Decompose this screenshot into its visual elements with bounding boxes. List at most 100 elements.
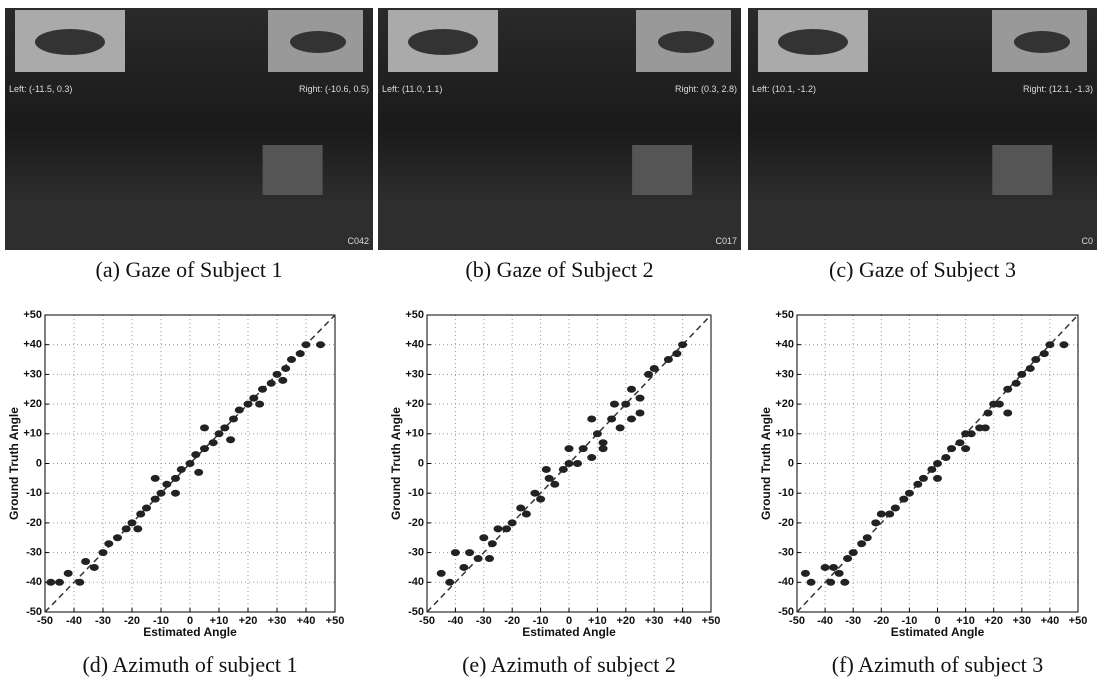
x-tick-label: +20 <box>239 615 258 627</box>
point <box>626 385 636 393</box>
point <box>75 578 85 586</box>
point <box>592 430 602 438</box>
point <box>536 495 546 503</box>
point <box>507 519 517 527</box>
overlay-text: Right: (-10.6, 0.5) <box>299 84 369 94</box>
y-tick-label: -50 <box>778 606 794 618</box>
point <box>530 489 540 497</box>
point <box>194 468 204 476</box>
point <box>829 563 839 571</box>
y-tick-label: -50 <box>26 606 42 618</box>
point <box>678 341 688 349</box>
point <box>127 519 137 527</box>
point <box>649 364 659 372</box>
point <box>136 510 146 518</box>
point <box>459 563 469 571</box>
point <box>171 474 180 482</box>
point <box>933 460 942 467</box>
point <box>287 356 296 364</box>
y-tick-label: -30 <box>408 547 424 559</box>
caption: (d) Azimuth of subject 1 <box>82 652 297 677</box>
y-axis-label: Ground Truth Angle <box>7 407 21 520</box>
x-tick-label: +20 <box>984 615 1003 627</box>
point <box>550 480 560 488</box>
point <box>573 460 583 467</box>
y-tick-label: 0 <box>418 457 424 469</box>
y-tick-label: -20 <box>26 517 42 529</box>
x-tick-label: -10 <box>901 615 917 627</box>
x-tick-label: -30 <box>476 615 492 627</box>
desk <box>748 200 1097 250</box>
y-tick-label: -30 <box>26 547 42 559</box>
point <box>609 400 619 408</box>
plot-frame <box>426 314 712 613</box>
x-tick-label: +50 <box>702 615 721 627</box>
x-tick-label: +10 <box>588 615 607 627</box>
y-axis-label: Ground Truth Angle <box>759 407 773 520</box>
point <box>176 465 186 473</box>
monitor <box>262 145 323 195</box>
point <box>980 424 990 432</box>
point <box>295 350 305 358</box>
point <box>156 489 166 497</box>
point <box>220 424 230 432</box>
point <box>142 504 151 512</box>
y-tick-label: +20 <box>775 398 794 410</box>
point <box>947 445 957 453</box>
y-tick-label: -50 <box>408 606 424 618</box>
point <box>255 400 265 408</box>
caption: (f) Azimuth of subject 3 <box>832 652 1043 677</box>
y-tick-label: -10 <box>26 487 42 499</box>
point <box>200 424 209 432</box>
y-tick-label: +50 <box>775 309 794 321</box>
y-tick-label: +30 <box>405 368 424 380</box>
point <box>1059 341 1069 349</box>
point <box>316 341 325 349</box>
y-tick-label: +10 <box>23 428 42 440</box>
point <box>848 549 858 557</box>
x-tick-label: +50 <box>1069 615 1088 627</box>
point <box>933 474 942 482</box>
caption: (c) Gaze of Subject 3 <box>829 257 1016 282</box>
point <box>1011 379 1021 387</box>
point <box>150 495 160 503</box>
y-tick-label: -20 <box>408 517 424 529</box>
point <box>941 454 951 462</box>
y-tick-label: +40 <box>405 339 424 351</box>
x-tick-label: -40 <box>817 615 833 627</box>
point <box>200 445 209 453</box>
y-tick-label: -40 <box>26 576 42 588</box>
frame-id: C0 <box>1081 236 1093 246</box>
y-tick-label: +20 <box>405 398 424 410</box>
point <box>171 489 180 497</box>
caption: (b) Gaze of Subject 2 <box>465 257 653 282</box>
point <box>1003 409 1013 417</box>
point <box>191 451 201 459</box>
point <box>121 525 131 533</box>
point <box>278 376 288 384</box>
point <box>493 525 503 533</box>
x-tick-label: +40 <box>1041 615 1060 627</box>
point <box>558 465 568 473</box>
point <box>234 406 244 414</box>
point <box>214 430 224 438</box>
point <box>450 549 460 557</box>
point <box>587 454 597 462</box>
point <box>1039 350 1049 358</box>
x-tick-label: -20 <box>124 615 140 627</box>
point <box>258 385 267 393</box>
x-tick-label: +30 <box>645 615 664 627</box>
point <box>983 409 993 417</box>
x-tick-label: -50 <box>789 615 805 627</box>
x-axis-label: Estimated Angle <box>891 625 985 639</box>
point <box>800 569 810 577</box>
y-tick-label: -40 <box>778 576 794 588</box>
x-tick-label: +30 <box>1012 615 1031 627</box>
point <box>885 510 895 518</box>
point <box>208 439 218 447</box>
point <box>635 409 645 417</box>
plot-frame <box>796 314 1079 613</box>
eye <box>290 31 346 53</box>
x-tick-label: -40 <box>447 615 463 627</box>
point <box>635 394 645 402</box>
